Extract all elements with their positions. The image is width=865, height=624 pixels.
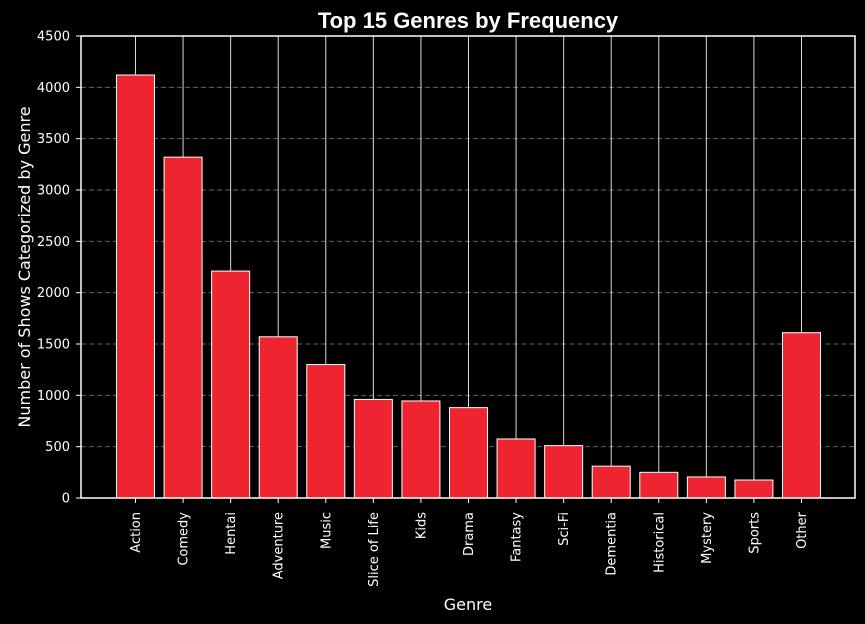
x-axis-label: Genre xyxy=(444,595,492,614)
y-tick-layer: 0 500 1000 1500 2000 2500 3000 3500 4000 4500 xyxy=(37,30,81,507)
y-tick-label: 1000 xyxy=(37,389,70,404)
x-tick-label: Hentai xyxy=(224,512,239,555)
x-tick-label: Slice of Life xyxy=(367,512,382,587)
x-tick-label: Dementia xyxy=(605,512,620,576)
chart-title: Top 15 Genres by Frequency xyxy=(318,8,619,33)
y-tick-label: 2500 xyxy=(37,235,70,250)
y-tick-label: 3500 xyxy=(37,132,70,147)
y-tick-label: 3000 xyxy=(37,184,70,199)
x-tick-label: Drama xyxy=(462,512,477,556)
y-tick-label: 2000 xyxy=(37,286,70,301)
bar-sports xyxy=(734,479,774,499)
x-tick-label: Adventure xyxy=(272,512,287,579)
bar-music xyxy=(306,364,346,499)
bar-comedy xyxy=(163,156,203,499)
x-tick-label: Comedy xyxy=(177,512,192,566)
x-tick-label: Sci-Fi xyxy=(557,512,572,546)
y-tick-label: 4000 xyxy=(37,81,70,96)
bar-hentai xyxy=(211,270,251,499)
x-tick-label: Other xyxy=(795,511,810,549)
x-tick-label: Historical xyxy=(652,512,667,573)
bar-fantasy xyxy=(496,438,536,499)
y-tick-label: 4500 xyxy=(37,30,70,45)
y-tick-label: 500 xyxy=(45,440,70,455)
y-tick-label: 0 xyxy=(62,492,70,507)
x-tick-label: Sports xyxy=(747,512,762,554)
x-tick-label: Fantasy xyxy=(510,512,525,562)
bar-action xyxy=(116,74,155,499)
bar-drama xyxy=(449,407,488,499)
x-tick-label: Mystery xyxy=(700,512,715,564)
bar-layer xyxy=(116,74,821,499)
y-axis-label: Number of Shows Categorized by Genre xyxy=(15,106,34,427)
bar-adventure xyxy=(258,336,298,499)
bar-other xyxy=(782,332,821,499)
bar-slice-of-life xyxy=(353,398,393,499)
bar-dementia xyxy=(591,465,631,499)
x-tick-label: Music xyxy=(319,512,334,549)
x-tick-layer: Action Comedy Hentai Adventure Music Slice of… xyxy=(129,498,810,587)
bar-historical xyxy=(639,471,679,499)
bar-mystery xyxy=(686,476,726,499)
bar-kids xyxy=(401,400,441,499)
x-tick-label: Kids xyxy=(414,512,429,539)
bar-sci-fi xyxy=(544,445,584,499)
x-tick-label: Action xyxy=(129,512,144,553)
y-tick-label: 1500 xyxy=(37,338,70,353)
